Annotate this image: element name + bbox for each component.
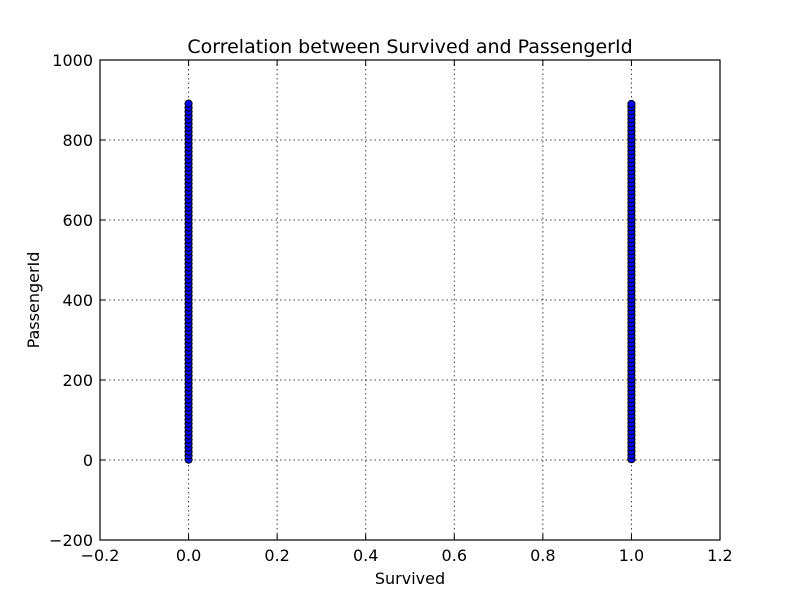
axis-ticks — [99, 59, 721, 541]
data-point — [627, 99, 636, 109]
x-tick-label: 0.8 — [530, 546, 555, 565]
chart-title: Correlation between Survived and Passeng… — [187, 36, 632, 58]
y-tick-label: 0 — [83, 451, 93, 470]
x-tick-label: 0.4 — [353, 546, 378, 565]
x-tick-label: 0.6 — [442, 546, 467, 565]
x-tick-label: 1.0 — [619, 546, 644, 565]
y-tick-label: 600 — [62, 211, 93, 230]
y-tick-label: −200 — [49, 531, 93, 550]
x-tick-label: 0.0 — [176, 546, 201, 565]
y-tick-labels: −200 0 200 400 600 800 1000 — [49, 51, 93, 550]
y-tick-label: 200 — [62, 371, 93, 390]
x-tick-label: 0.2 — [264, 546, 289, 565]
data-points — [184, 99, 636, 464]
y-tick-label: 1000 — [52, 51, 93, 70]
x-tick-label: −0.2 — [81, 546, 120, 565]
y-tick-label: 800 — [62, 131, 93, 150]
x-axis-label: Survived — [375, 569, 445, 588]
plot-area — [100, 60, 720, 540]
y-axis-label: PassengerId — [24, 252, 43, 349]
x-tick-label: 1.2 — [707, 546, 732, 565]
data-point — [184, 99, 193, 108]
x-tick-labels: −0.2 0.0 0.2 0.4 0.6 0.8 1.0 1.2 — [81, 546, 733, 565]
y-tick-label: 400 — [62, 291, 93, 310]
